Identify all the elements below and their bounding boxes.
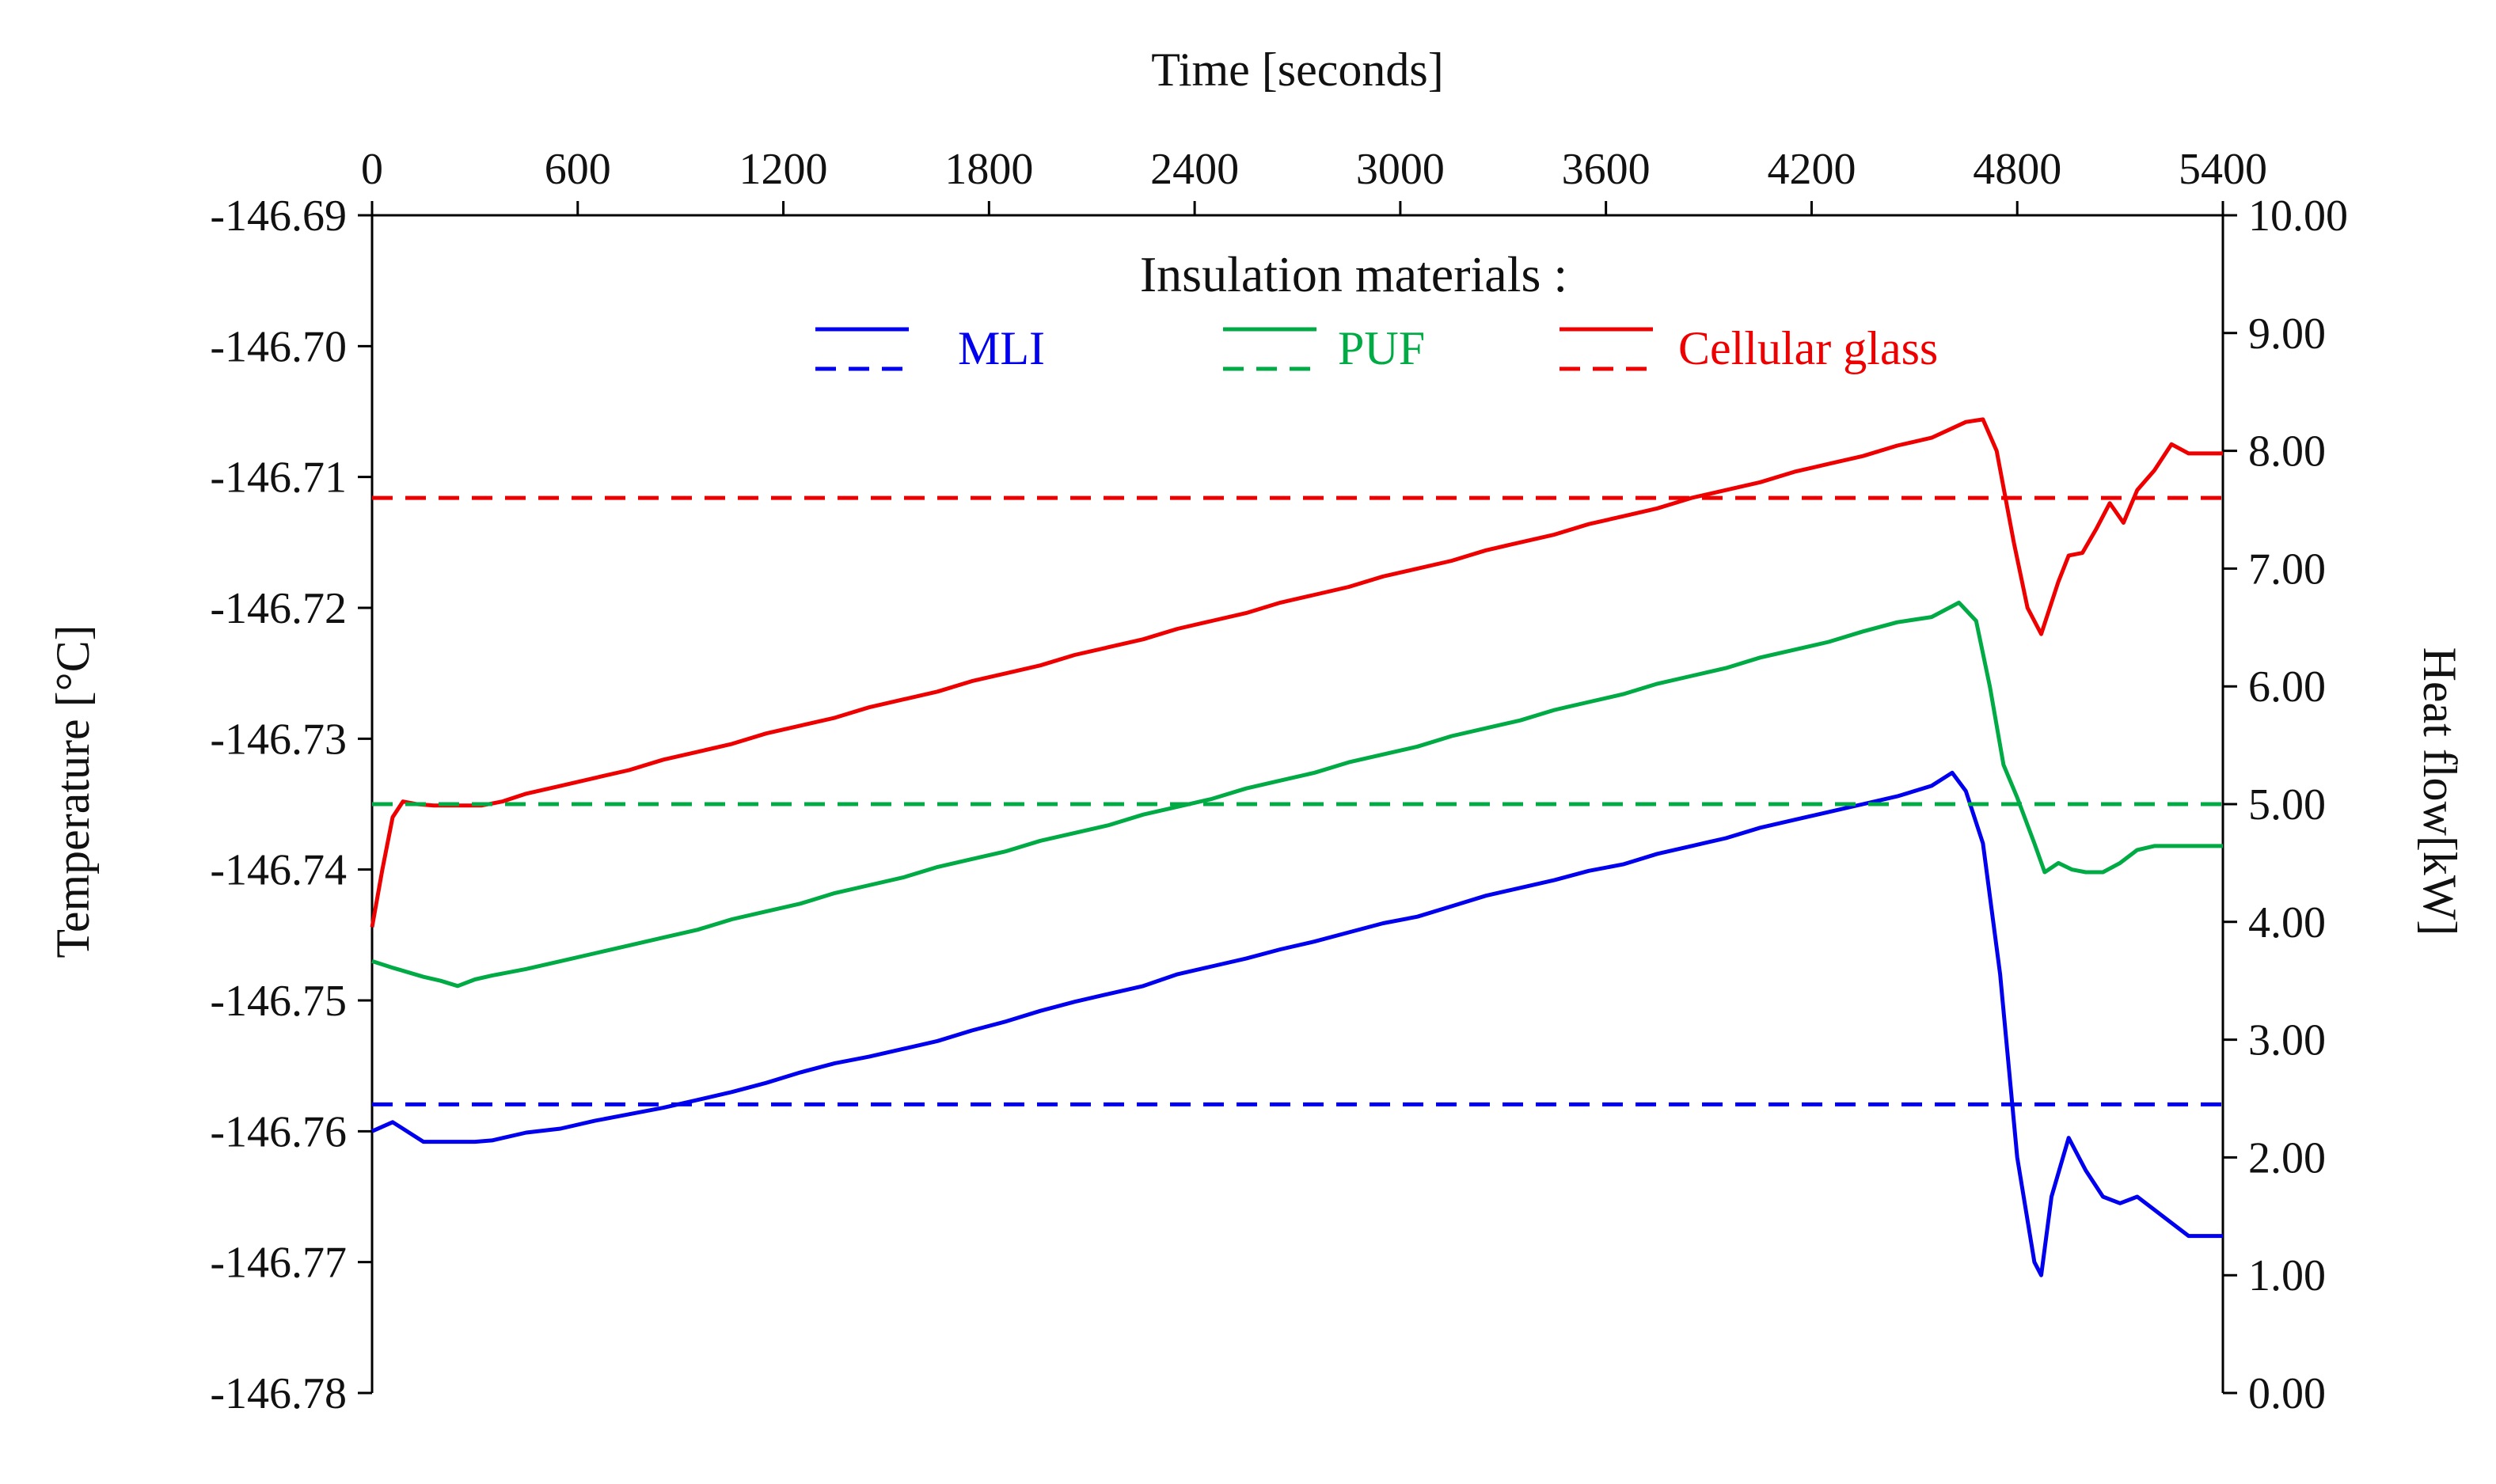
x-tick-label: 3600 — [1562, 145, 1651, 194]
y-right-tick-label: 10.00 — [2248, 192, 2348, 241]
x-tick-label: 600 — [545, 145, 611, 194]
y-right-tick-label: 7.00 — [2248, 545, 2326, 594]
y-left-tick-label: -146.69 — [210, 192, 347, 241]
legend-title: Insulation materials : — [1140, 246, 1567, 302]
series-line-mli — [370, 770, 2223, 1277]
y-right-tick-label: 2.00 — [2248, 1133, 2326, 1182]
y-right-tick-label: 5.00 — [2248, 780, 2326, 829]
x-tick-label: 4200 — [1767, 145, 1856, 194]
x-tick-label: 2400 — [1150, 145, 1239, 194]
legend-label-cellular-glass: Cellular glass — [1678, 322, 1938, 374]
y-left-tick-label: -146.78 — [210, 1369, 347, 1418]
x-tick-label: 4800 — [1973, 145, 2061, 194]
series-line-cellular-glass — [370, 417, 2223, 928]
y-right-tick-label: 1.00 — [2248, 1251, 2326, 1300]
y-left-tick-label: -146.77 — [210, 1239, 347, 1288]
y-left-tick-label: -146.73 — [210, 715, 347, 764]
legend-label-puf: PUF — [1338, 322, 1425, 374]
y-left-tick-label: -146.74 — [210, 846, 347, 895]
y-right-tick-label: 4.00 — [2248, 898, 2326, 947]
x-tick-label: 3000 — [1356, 145, 1445, 194]
y-left-tick-label: -146.70 — [210, 322, 347, 371]
x-tick-label: 0 — [361, 145, 383, 194]
y-axis-right-title: Heat flow[kW] — [2414, 647, 2466, 936]
y-right-tick-label: 0.00 — [2248, 1369, 2326, 1418]
x-axis-title: Time [seconds] — [1151, 44, 1443, 96]
y-axis-left-title: Temperature [°C] — [47, 624, 99, 958]
y-right-tick-label: 3.00 — [2248, 1016, 2326, 1065]
y-right-tick-label: 6.00 — [2248, 662, 2326, 712]
y-left-tick-label: -146.75 — [210, 977, 347, 1026]
legend-label-mli: MLI — [958, 322, 1045, 374]
y-right-tick-label: 8.00 — [2248, 427, 2326, 476]
y-left-tick-label: -146.71 — [210, 454, 347, 503]
y-right-tick-label: 9.00 — [2248, 309, 2326, 359]
x-tick-label: 1200 — [739, 145, 828, 194]
y-axis-left: -146.69 -146.70 -146.71 -146.72 -146.73 -146.… — [210, 192, 372, 1418]
x-axis-top: 0 600 1200 1800 2400 3000 3600 4200 4800 5400 — [361, 145, 2267, 215]
legend: Insulation materials : MLI PUF Cellular gla… — [815, 246, 1938, 374]
y-left-tick-label: -146.76 — [210, 1107, 347, 1156]
series-line-puf — [371, 600, 2223, 989]
x-tick-label: 5400 — [2179, 145, 2267, 194]
series-layer — [370, 417, 2223, 1277]
y-axis-right: 0.00 1.00 2.00 3.00 4.00 5.00 6.00 7.00 8.00 9.00… — [2223, 192, 2348, 1418]
x-tick-label: 1800 — [944, 145, 1033, 194]
y-left-tick-label: -146.72 — [210, 584, 347, 633]
